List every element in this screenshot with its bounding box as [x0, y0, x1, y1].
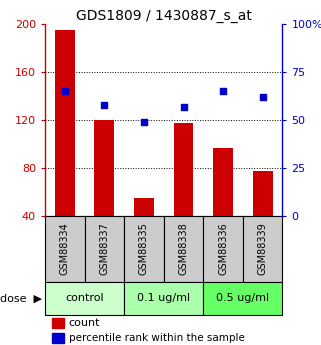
Bar — [213, 148, 233, 216]
Text: control: control — [65, 293, 104, 303]
Text: GSM88338: GSM88338 — [178, 223, 188, 275]
Title: GDS1809 / 1430887_s_at: GDS1809 / 1430887_s_at — [76, 9, 252, 23]
Point — [221, 89, 226, 94]
Bar — [45, 216, 84, 282]
Text: GSM88334: GSM88334 — [60, 223, 70, 275]
Bar — [164, 216, 203, 282]
Point — [102, 102, 107, 108]
Text: 0.1 ug/ml: 0.1 ug/ml — [137, 293, 190, 303]
Text: count: count — [69, 318, 100, 328]
Point — [181, 104, 186, 109]
Text: GSM88336: GSM88336 — [218, 223, 228, 275]
Bar — [52, 318, 64, 328]
Bar — [124, 216, 164, 282]
Point — [141, 119, 146, 125]
Text: GSM88337: GSM88337 — [99, 223, 109, 275]
Bar — [174, 122, 193, 216]
Text: dose  ▶: dose ▶ — [0, 293, 42, 303]
Bar — [134, 198, 154, 216]
Bar — [203, 216, 243, 282]
Text: percentile rank within the sample: percentile rank within the sample — [69, 333, 245, 343]
Bar — [84, 216, 124, 282]
Text: GSM88339: GSM88339 — [258, 223, 268, 275]
Bar — [243, 216, 282, 282]
Bar — [203, 282, 282, 315]
Bar — [55, 30, 75, 216]
Bar — [45, 282, 124, 315]
Bar — [52, 333, 64, 344]
Bar — [124, 282, 203, 315]
Text: GSM88335: GSM88335 — [139, 223, 149, 275]
Point — [62, 89, 67, 94]
Bar — [94, 120, 114, 216]
Text: 0.5 ug/ml: 0.5 ug/ml — [216, 293, 269, 303]
Bar — [253, 170, 273, 216]
Point — [260, 94, 265, 100]
